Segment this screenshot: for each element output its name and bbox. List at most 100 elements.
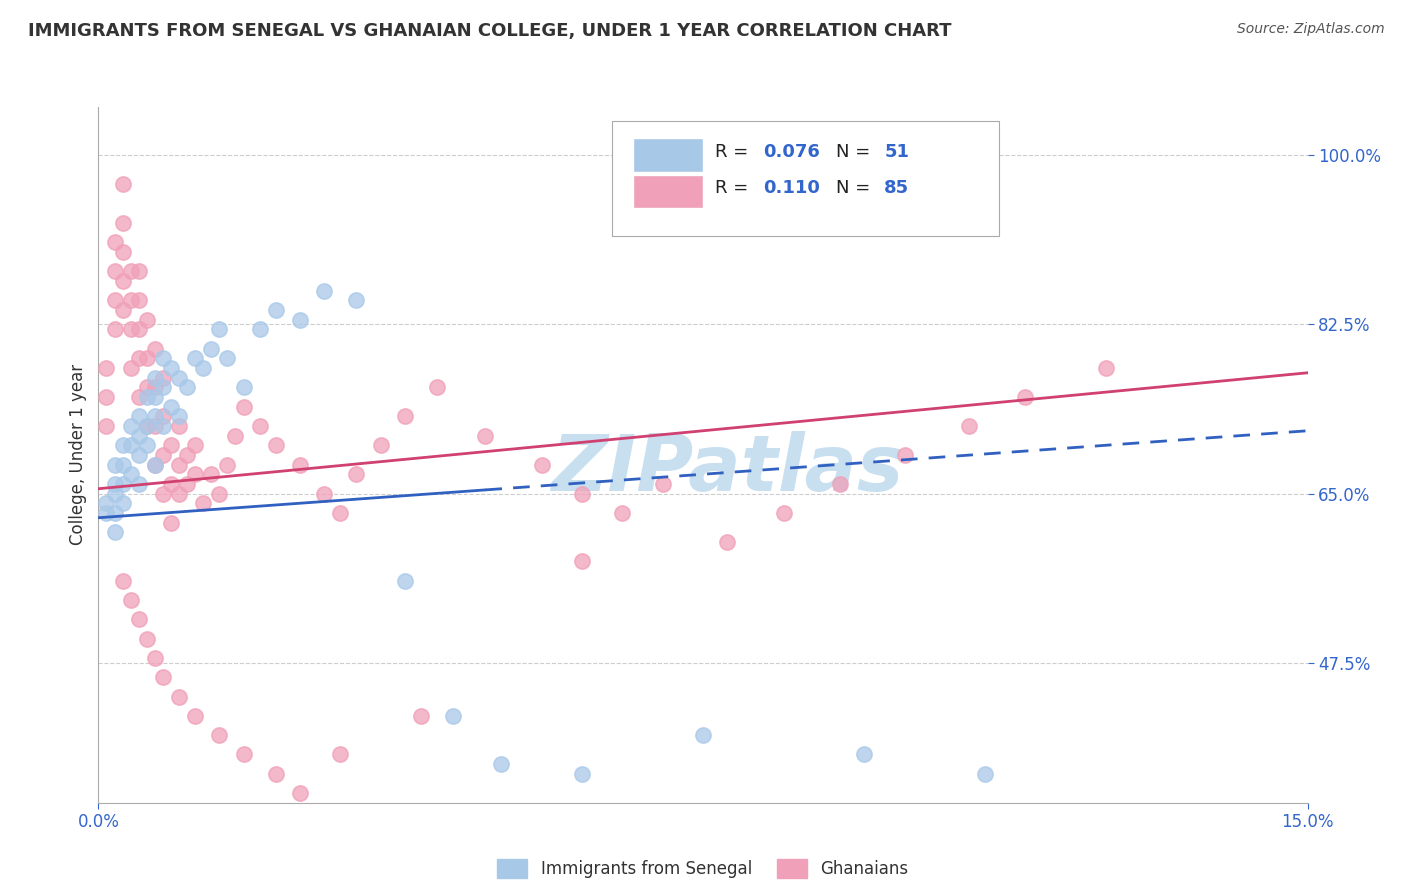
Point [111, 178, 134, 192]
Point [143, 380, 166, 394]
Point [103, 486, 125, 500]
Point [160, 361, 183, 376]
Point [167, 486, 190, 500]
Point [264, 767, 287, 781]
Point [120, 419, 142, 434]
Text: IMMIGRANTS FROM SENEGAL VS GHANAIAN COLLEGE, UNDER 1 YEAR CORRELATION CHART: IMMIGRANTS FROM SENEGAL VS GHANAIAN COLL… [28, 22, 952, 40]
Point [103, 293, 125, 308]
Point [128, 476, 150, 491]
Point [96, 390, 118, 404]
Point [530, 458, 553, 472]
Point [152, 370, 174, 384]
Point [135, 438, 157, 452]
Point [152, 486, 174, 500]
Point [120, 322, 142, 336]
Point [716, 535, 738, 549]
Point [160, 400, 183, 414]
Point [571, 554, 593, 568]
Point [103, 235, 125, 250]
Point [128, 322, 150, 336]
Point [394, 409, 416, 424]
Point [96, 361, 118, 376]
Point [200, 467, 222, 482]
Point [167, 370, 190, 384]
Point [176, 448, 198, 462]
Point [143, 419, 166, 434]
Point [152, 448, 174, 462]
Point [208, 486, 231, 500]
Point [314, 486, 336, 500]
Point [893, 448, 915, 462]
Point [111, 274, 134, 288]
Point [135, 312, 157, 326]
Point [120, 361, 142, 376]
Point [111, 476, 134, 491]
Point [491, 757, 513, 772]
Point [103, 322, 125, 336]
Point [143, 458, 166, 472]
Point [441, 708, 464, 723]
Point [128, 612, 150, 626]
Point [193, 361, 215, 376]
Point [571, 767, 593, 781]
Point [167, 419, 190, 434]
Text: 85: 85 [884, 179, 910, 197]
Point [208, 728, 231, 742]
Text: 0.110: 0.110 [763, 179, 820, 197]
Point [288, 786, 311, 800]
Point [96, 419, 118, 434]
Point [772, 506, 794, 520]
Point [143, 342, 166, 356]
Point [111, 303, 134, 318]
Point [103, 506, 125, 520]
Point [208, 322, 231, 336]
Point [692, 728, 714, 742]
Point [96, 506, 118, 520]
Point [167, 409, 190, 424]
Point [152, 419, 174, 434]
Point [249, 322, 271, 336]
Point [329, 506, 352, 520]
Point [120, 293, 142, 308]
Text: N =: N = [837, 144, 870, 161]
Point [152, 409, 174, 424]
Point [394, 574, 416, 588]
Point [143, 458, 166, 472]
Point [344, 467, 367, 482]
Point [160, 476, 183, 491]
Point [232, 380, 254, 394]
Text: R =: R = [716, 144, 748, 161]
Point [135, 390, 157, 404]
Point [143, 651, 166, 665]
Point [160, 516, 183, 530]
Point [135, 380, 157, 394]
Legend: Immigrants from Senegal, Ghanaians: Immigrants from Senegal, Ghanaians [491, 853, 915, 885]
Point [135, 351, 157, 366]
Point [120, 592, 142, 607]
Point [957, 419, 980, 434]
Point [264, 438, 287, 452]
Text: ZIPatlas: ZIPatlas [551, 431, 903, 507]
Point [184, 708, 207, 723]
FancyBboxPatch shape [633, 138, 703, 172]
Point [111, 244, 134, 259]
FancyBboxPatch shape [612, 121, 1000, 235]
Point [128, 409, 150, 424]
Point [409, 708, 432, 723]
Point [288, 312, 311, 326]
Point [474, 428, 496, 442]
Point [651, 476, 673, 491]
Point [974, 767, 997, 781]
Point [176, 380, 198, 394]
Point [111, 574, 134, 588]
Point [612, 506, 634, 520]
Point [167, 690, 190, 704]
Point [314, 284, 336, 298]
Point [143, 370, 166, 384]
Point [103, 525, 125, 540]
Point [128, 351, 150, 366]
Point [111, 496, 134, 510]
Point [1014, 390, 1036, 404]
Point [160, 438, 183, 452]
Point [128, 264, 150, 278]
